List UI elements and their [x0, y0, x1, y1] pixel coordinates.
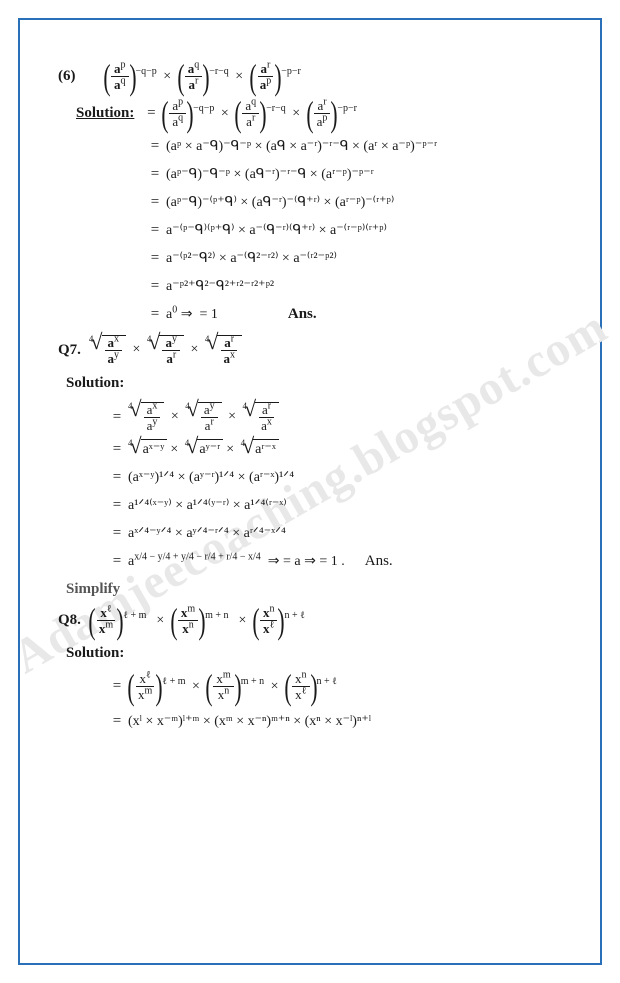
problem-8-solution-label: Solution:	[66, 643, 570, 664]
ans-label: Ans.	[288, 304, 317, 325]
problem-6-header: (6) (apaq)−q−p × (aqar)−r−q × (arap)−p−r	[58, 62, 570, 91]
problem-7-header: Q7. 4√axay × 4√ayar × 4√arax	[58, 335, 570, 365]
problem-7-steps: = 4√axay × 4√ayar × 4√arax = 4√aˣ⁻ʸ× 4√a…	[58, 402, 570, 572]
problem-8-steps: = (xℓxm)ℓ + m × (xmxn)m + n × (xnxℓ)n + …	[58, 672, 570, 732]
problem-6-number: (6)	[58, 66, 82, 87]
simplify-label: Simplify	[66, 579, 570, 600]
document-content: (6) (apaq)−q−p × (aqar)−r−q × (arap)−p−r…	[58, 62, 570, 732]
problem-8-header: Q8. (xℓxm)ℓ + m × (xmxn)m + n × (xnxℓ)n …	[58, 606, 570, 635]
problem-6-solution-line1: Solution: = (apaq)−q−p × (aqar)−r−q × (a…	[58, 99, 570, 128]
solution-label: Solution:	[76, 103, 134, 124]
page-frame: Adamjeecoaching.blogspot.com (6) (apaq)−…	[18, 18, 602, 965]
problem-6-expression: (apaq)−q−p × (aqar)−r−q × (arap)−p−r	[104, 62, 301, 91]
problem-7-number: Q7.	[58, 340, 81, 361]
problem-7-solution-label: Solution:	[66, 373, 570, 394]
problem-8-number: Q8.	[58, 610, 81, 631]
problem-6-steps: =(aᵖ × a⁻ᑫ)⁻ᑫ⁻ᵖ × (aᑫ × a⁻ʳ)⁻ʳ⁻ᑫ × (aʳ ×…	[58, 136, 570, 325]
